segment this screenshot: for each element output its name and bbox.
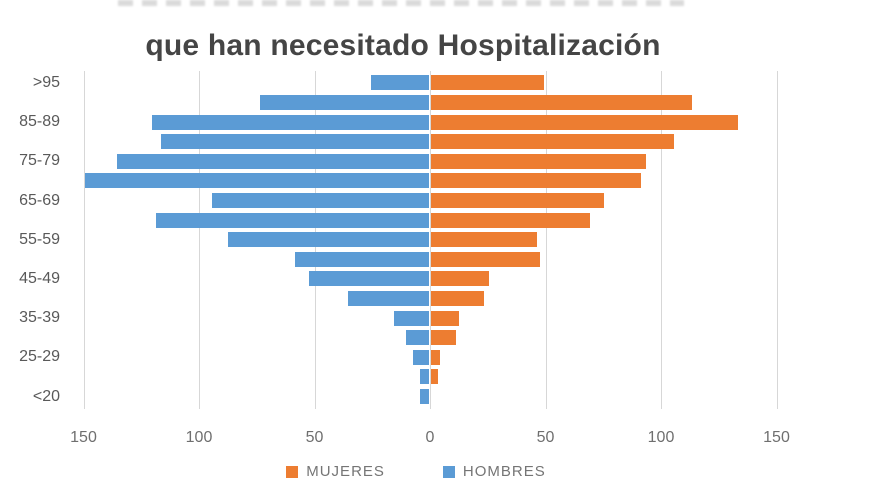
x-axis-tick-3: 0 (425, 429, 435, 446)
y-axis-label-gt95: >95 (32, 74, 60, 91)
bar-hombres-gt95 (371, 75, 429, 91)
x-axis-tick-1: 100 (185, 429, 213, 446)
x-axis-tick-6: 150 (763, 429, 790, 446)
y-axis-label-85-89: 85-89 (19, 113, 60, 131)
bar-mujeres-35-39 (431, 310, 459, 326)
bar-mujeres-80-84 (431, 134, 674, 150)
bar-mujeres-85-89 (431, 114, 739, 130)
gridline-right-50 (545, 71, 547, 409)
legend-item-hombres: HOMBRES (442, 463, 546, 480)
bar-hombres-85-89 (151, 114, 429, 130)
bar-hombres-25-29 (412, 349, 429, 365)
x-axis-tick-0: 150 (70, 429, 97, 446)
clipped-title-line (118, 0, 684, 6)
bar-hombres-50-54 (295, 251, 429, 267)
chart-legend: MUJERES HOMBRES (0, 463, 832, 480)
bar-mujeres-65-69 (431, 192, 605, 208)
bar-mujeres-40-44 (431, 290, 485, 306)
bar-hombres-45-49 (308, 271, 429, 287)
y-axis-label-25-29: 25-29 (19, 348, 60, 366)
gridline-left-150 (83, 71, 85, 409)
y-axis-label-lt20: <20 (32, 387, 60, 405)
bar-hombres-65-69 (211, 192, 429, 208)
bar-hombres-40-44 (348, 290, 429, 306)
x-axis-tick-5: 100 (647, 429, 675, 446)
y-axis-label-55-59: 55-59 (19, 230, 60, 248)
hombres-legend-swatch (442, 465, 455, 478)
mujeres-legend-label: MUJERES (306, 463, 385, 480)
bar-mujeres-25-29 (431, 349, 441, 365)
x-axis-tick-2: 50 (305, 429, 324, 446)
bar-hombres-30-34 (405, 330, 429, 346)
bar-hombres-70-74 (84, 173, 429, 189)
bar-mujeres-45-49 (431, 271, 489, 287)
bar-mujeres-50-54 (431, 251, 540, 267)
bar-mujeres-20-24 (431, 369, 438, 385)
bar-hombres-90-94 (260, 94, 429, 110)
bar-hombres-75-79 (117, 153, 429, 169)
legend-item-mujeres: MUJERES (286, 463, 385, 480)
bar-mujeres-gt95 (431, 75, 545, 91)
bar-mujeres-30-34 (431, 330, 457, 346)
bar-mujeres-70-74 (431, 173, 642, 189)
bar-hombres-60-64 (156, 212, 429, 228)
bar-mujeres-75-79 (431, 153, 646, 169)
y-axis-label-75-79: 75-79 (19, 152, 60, 170)
bar-hombres-55-59 (228, 232, 429, 248)
bar-hombres-20-24 (419, 369, 429, 385)
bar-mujeres-55-59 (431, 232, 538, 248)
mujeres-legend-swatch (286, 465, 299, 478)
gridline-right-0 (430, 71, 431, 409)
gridline-right-150 (776, 71, 778, 409)
bar-mujeres-90-94 (431, 94, 693, 110)
chart-title: que han necesitado Hospitalización (145, 29, 661, 63)
gridline-left-100 (199, 71, 200, 409)
y-axis-label-65-69: 65-69 (19, 191, 60, 209)
x-axis-tick-4: 50 (536, 429, 555, 446)
gridline-right-100 (661, 71, 662, 409)
bar-mujeres-60-64 (431, 212, 591, 228)
y-axis-label-45-49: 45-49 (19, 270, 60, 287)
bar-hombres-80-84 (161, 134, 429, 150)
hombres-legend-label: HOMBRES (462, 463, 546, 480)
bar-hombres-lt20 (419, 388, 429, 404)
bar-hombres-35-39 (394, 310, 429, 326)
y-axis-label-35-39: 35-39 (19, 309, 60, 327)
